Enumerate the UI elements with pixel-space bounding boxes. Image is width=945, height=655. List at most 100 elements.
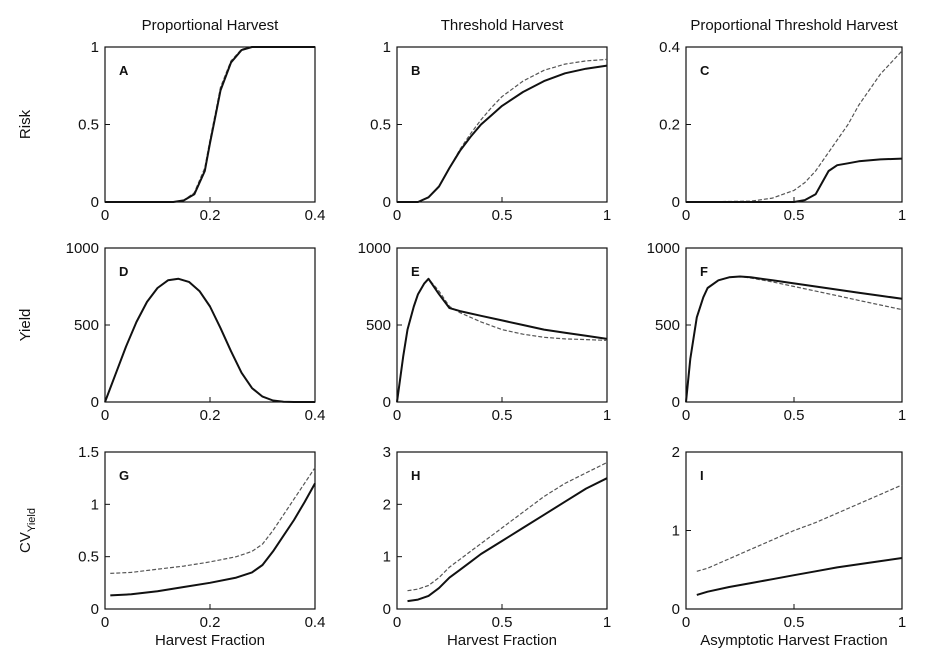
panel-d-frame [104, 247, 316, 403]
panel-h-ytick-label: 1 [383, 549, 391, 566]
panel-e-frame [396, 247, 608, 403]
row-label: CVYield [17, 508, 38, 553]
panel-e-letter: E [411, 264, 420, 279]
panel-i-xtick-label: 0.5 [784, 614, 805, 631]
panel-h-xtick-label: 1 [603, 614, 611, 631]
panel-g-ytick-label: 1.5 [78, 444, 99, 461]
panel-f-xtick-label: 0 [682, 407, 690, 424]
panel-c-xtick-label: 0 [682, 207, 690, 224]
panel-g-series-dashed [110, 467, 316, 574]
panel-e-ytick-label: 0 [383, 394, 391, 411]
panel-d-series-solid [104, 277, 315, 403]
x-axis-label: Asymptotic Harvest Fraction [700, 632, 888, 649]
panel-d-xtick-label: 0.2 [200, 407, 221, 424]
x-axis-label: Harvest Fraction [447, 632, 557, 649]
panel-b-xtick-label: 0 [393, 207, 401, 224]
panel-g-series-solid [110, 482, 316, 597]
column-title: Threshold Harvest [441, 17, 564, 34]
x-axis-label: Harvest Fraction [155, 632, 265, 649]
panel-g: 0 0.2 0.4 0 0.5 1 1.5 G [78, 444, 325, 631]
panel-i-ytick-label: 0 [672, 601, 680, 618]
panel-g-letter: G [119, 468, 129, 483]
panel-g-ytick-label: 0.5 [78, 549, 99, 566]
panel-f-letter: F [700, 264, 708, 279]
panel-e-xtick-label: 1 [603, 407, 611, 424]
panel-d-ytick-label: 1000 [66, 240, 99, 257]
panel-e: 0 0.5 1 0 500 1000 E [358, 240, 612, 424]
panel-f-ytick-label: 1000 [647, 240, 680, 257]
panel-i-series-dashed [696, 484, 903, 572]
panel-b-letter: B [411, 63, 420, 78]
panel-a: 0 0.2 0.4 0 0.5 1 A [78, 39, 325, 224]
panel-a-letter: A [119, 63, 129, 78]
panel-c-series-solid [686, 157, 903, 203]
panel-d-ytick-label: 0 [91, 394, 99, 411]
panel-b-ytick-label: 1 [383, 39, 391, 56]
panel-c-letter: C [700, 63, 710, 78]
panel-a-series-solid [105, 46, 315, 203]
panel-e-xtick-label: 0.5 [492, 407, 513, 424]
panel-c-xtick-label: 1 [898, 207, 906, 224]
panel-h-xtick-label: 0.5 [492, 614, 513, 631]
panel-h-letter: H [411, 468, 420, 483]
panel-c: 0 0.5 1 0 0.2 0.4 C [659, 39, 906, 224]
panel-a-frame [104, 46, 316, 203]
panel-a-ytick-label: 1 [91, 39, 99, 56]
panel-b-ytick-label: 0 [383, 194, 391, 211]
panel-b-ytick-label: 0.5 [370, 117, 391, 134]
panel-d: 0 0.2 0.4 0 500 1000 D [66, 240, 326, 424]
panel-f-frame [685, 247, 903, 403]
panel-i: 0 0.5 1 0 1 2 I [672, 444, 907, 631]
panel-h-series-dashed [407, 461, 608, 592]
panel-e-xtick-label: 0 [393, 407, 401, 424]
panel-e-ytick-label: 1000 [358, 240, 391, 257]
panel-c-xtick-label: 0.5 [784, 207, 805, 224]
row-label: Risk [17, 109, 34, 139]
panel-h-series-solid [407, 477, 608, 603]
panel-d-letter: D [119, 264, 128, 279]
panel-g-ytick-label: 0 [91, 601, 99, 618]
panel-g-xtick-label: 0 [101, 614, 109, 631]
row-label: Yield [17, 309, 34, 342]
panel-h-ytick-label: 2 [383, 496, 391, 513]
panel-g-ytick-label: 1 [91, 496, 99, 513]
panel-c-ytick-label: 0.2 [659, 117, 680, 134]
panel-h: 0 0.5 1 0 1 2 3 H [383, 444, 612, 631]
panel-b-xtick-label: 1 [603, 207, 611, 224]
panel-d-xtick-label: 0.4 [305, 407, 326, 424]
panel-g-xtick-label: 0.2 [200, 614, 221, 631]
panel-f-ytick-label: 0 [672, 394, 680, 411]
panel-i-ytick-label: 2 [672, 444, 680, 461]
panel-i-letter: I [700, 468, 704, 483]
panel-g-frame [104, 451, 316, 610]
panel-c-ytick-label: 0 [672, 194, 680, 211]
panel-c-frame [685, 46, 903, 203]
panel-h-xtick-label: 0 [393, 614, 401, 631]
panel-i-ytick-label: 1 [672, 523, 680, 540]
panel-b-xtick-label: 0.5 [492, 207, 513, 224]
column-title: Proportional Harvest [142, 17, 280, 34]
panel-i-series-solid [696, 557, 903, 596]
panel-c-ytick-label: 0.4 [659, 39, 680, 56]
panel-f-series-solid [685, 275, 903, 403]
panel-f-xtick-label: 0.5 [784, 407, 805, 424]
row-label-text: CV [17, 532, 34, 553]
panel-f: 0 0.5 1 0 500 1000 F [647, 240, 907, 424]
panel-e-ytick-label: 500 [366, 317, 391, 334]
panel-h-ytick-label: 3 [383, 444, 391, 461]
panel-a-ytick-label: 0 [91, 194, 99, 211]
column-title: Proportional Threshold Harvest [690, 17, 898, 34]
panel-f-ytick-label: 500 [655, 317, 680, 334]
panel-f-xtick-label: 1 [898, 407, 906, 424]
panel-a-xtick-label: 0.2 [200, 207, 221, 224]
panel-a-xtick-label: 0.4 [305, 207, 326, 224]
panel-g-xtick-label: 0.4 [305, 614, 326, 631]
row-label-subscript: Yield [26, 508, 38, 532]
panel-i-xtick-label: 0 [682, 614, 690, 631]
panel-e-series-solid [396, 277, 608, 403]
row-label-text: Risk [17, 109, 34, 139]
row-label-text: Yield [17, 309, 34, 342]
panel-a-xtick-label: 0 [101, 207, 109, 224]
panel-d-ytick-label: 500 [74, 317, 99, 334]
